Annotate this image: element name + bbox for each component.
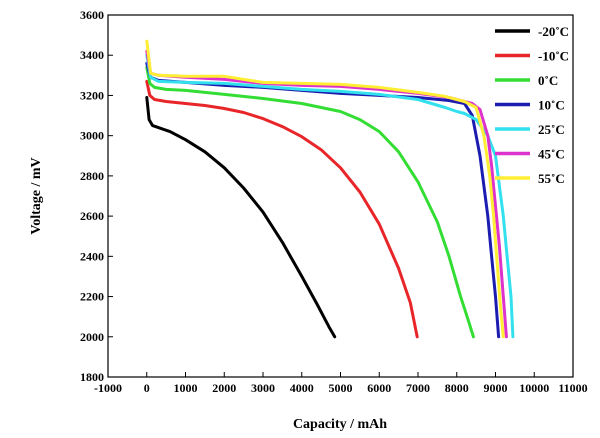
series-line-2 — [145, 65, 475, 339]
x-tick-label: 9000 — [484, 381, 508, 395]
plot-area: -1000 0 1000 2000 3000 4000 5000 6000 7000 8000 90… — [80, 8, 588, 395]
series-line-0 — [145, 96, 337, 339]
y-tick-label: 2000 — [80, 330, 104, 344]
series-line-4 — [145, 53, 515, 339]
series-line-1 — [145, 79, 419, 339]
x-axis-title: Capacity / mAh — [293, 417, 387, 432]
legend-label: 0˚C — [538, 73, 558, 88]
legend-label: 55˚C — [538, 171, 565, 186]
legend-label: -20˚C — [538, 24, 569, 39]
y-tick-label: 2600 — [80, 209, 104, 223]
y-tick-label: 3400 — [80, 48, 104, 62]
y-tick-label: 2200 — [80, 290, 104, 304]
series-line-6 — [145, 39, 505, 339]
x-tick-label: 4000 — [290, 381, 314, 395]
x-tick-label: 7000 — [406, 381, 430, 395]
y-tick-label: 3000 — [80, 129, 104, 143]
series-line-5 — [145, 49, 508, 339]
x-tick-label: 0 — [144, 381, 150, 395]
x-tick-label: 8000 — [445, 381, 469, 395]
legend: -20˚C -10˚C 0˚C 10˚C 25˚C 45˚C 55˚C — [495, 24, 569, 186]
x-tick-label: 5000 — [329, 381, 353, 395]
legend-label: 25˚C — [538, 122, 565, 137]
legend-label: -10˚C — [538, 49, 569, 64]
y-tick-label: 3600 — [80, 8, 104, 22]
legend-label: 45˚C — [538, 147, 565, 162]
x-tick-label: -1000 — [94, 381, 122, 395]
x-tick-label: 2000 — [212, 381, 236, 395]
x-tick-label: 3000 — [251, 381, 275, 395]
y-tick-label: 1800 — [80, 370, 104, 384]
legend-label: 10˚C — [538, 98, 565, 113]
x-tick-label: 6000 — [367, 381, 391, 395]
y-axis-title: Voltage / mV — [29, 157, 44, 234]
series-layer — [145, 39, 515, 339]
y-tick-label: 3200 — [80, 88, 104, 102]
y-tick-label: 2800 — [80, 169, 104, 183]
x-tick-label: 10000 — [519, 381, 549, 395]
y-tick-label: 2400 — [80, 249, 104, 263]
x-tick-label: 1000 — [174, 381, 198, 395]
x-tick-label: 11000 — [558, 381, 587, 395]
axis-layer: -1000 0 1000 2000 3000 4000 5000 6000 7000 8000 90… — [80, 8, 588, 395]
